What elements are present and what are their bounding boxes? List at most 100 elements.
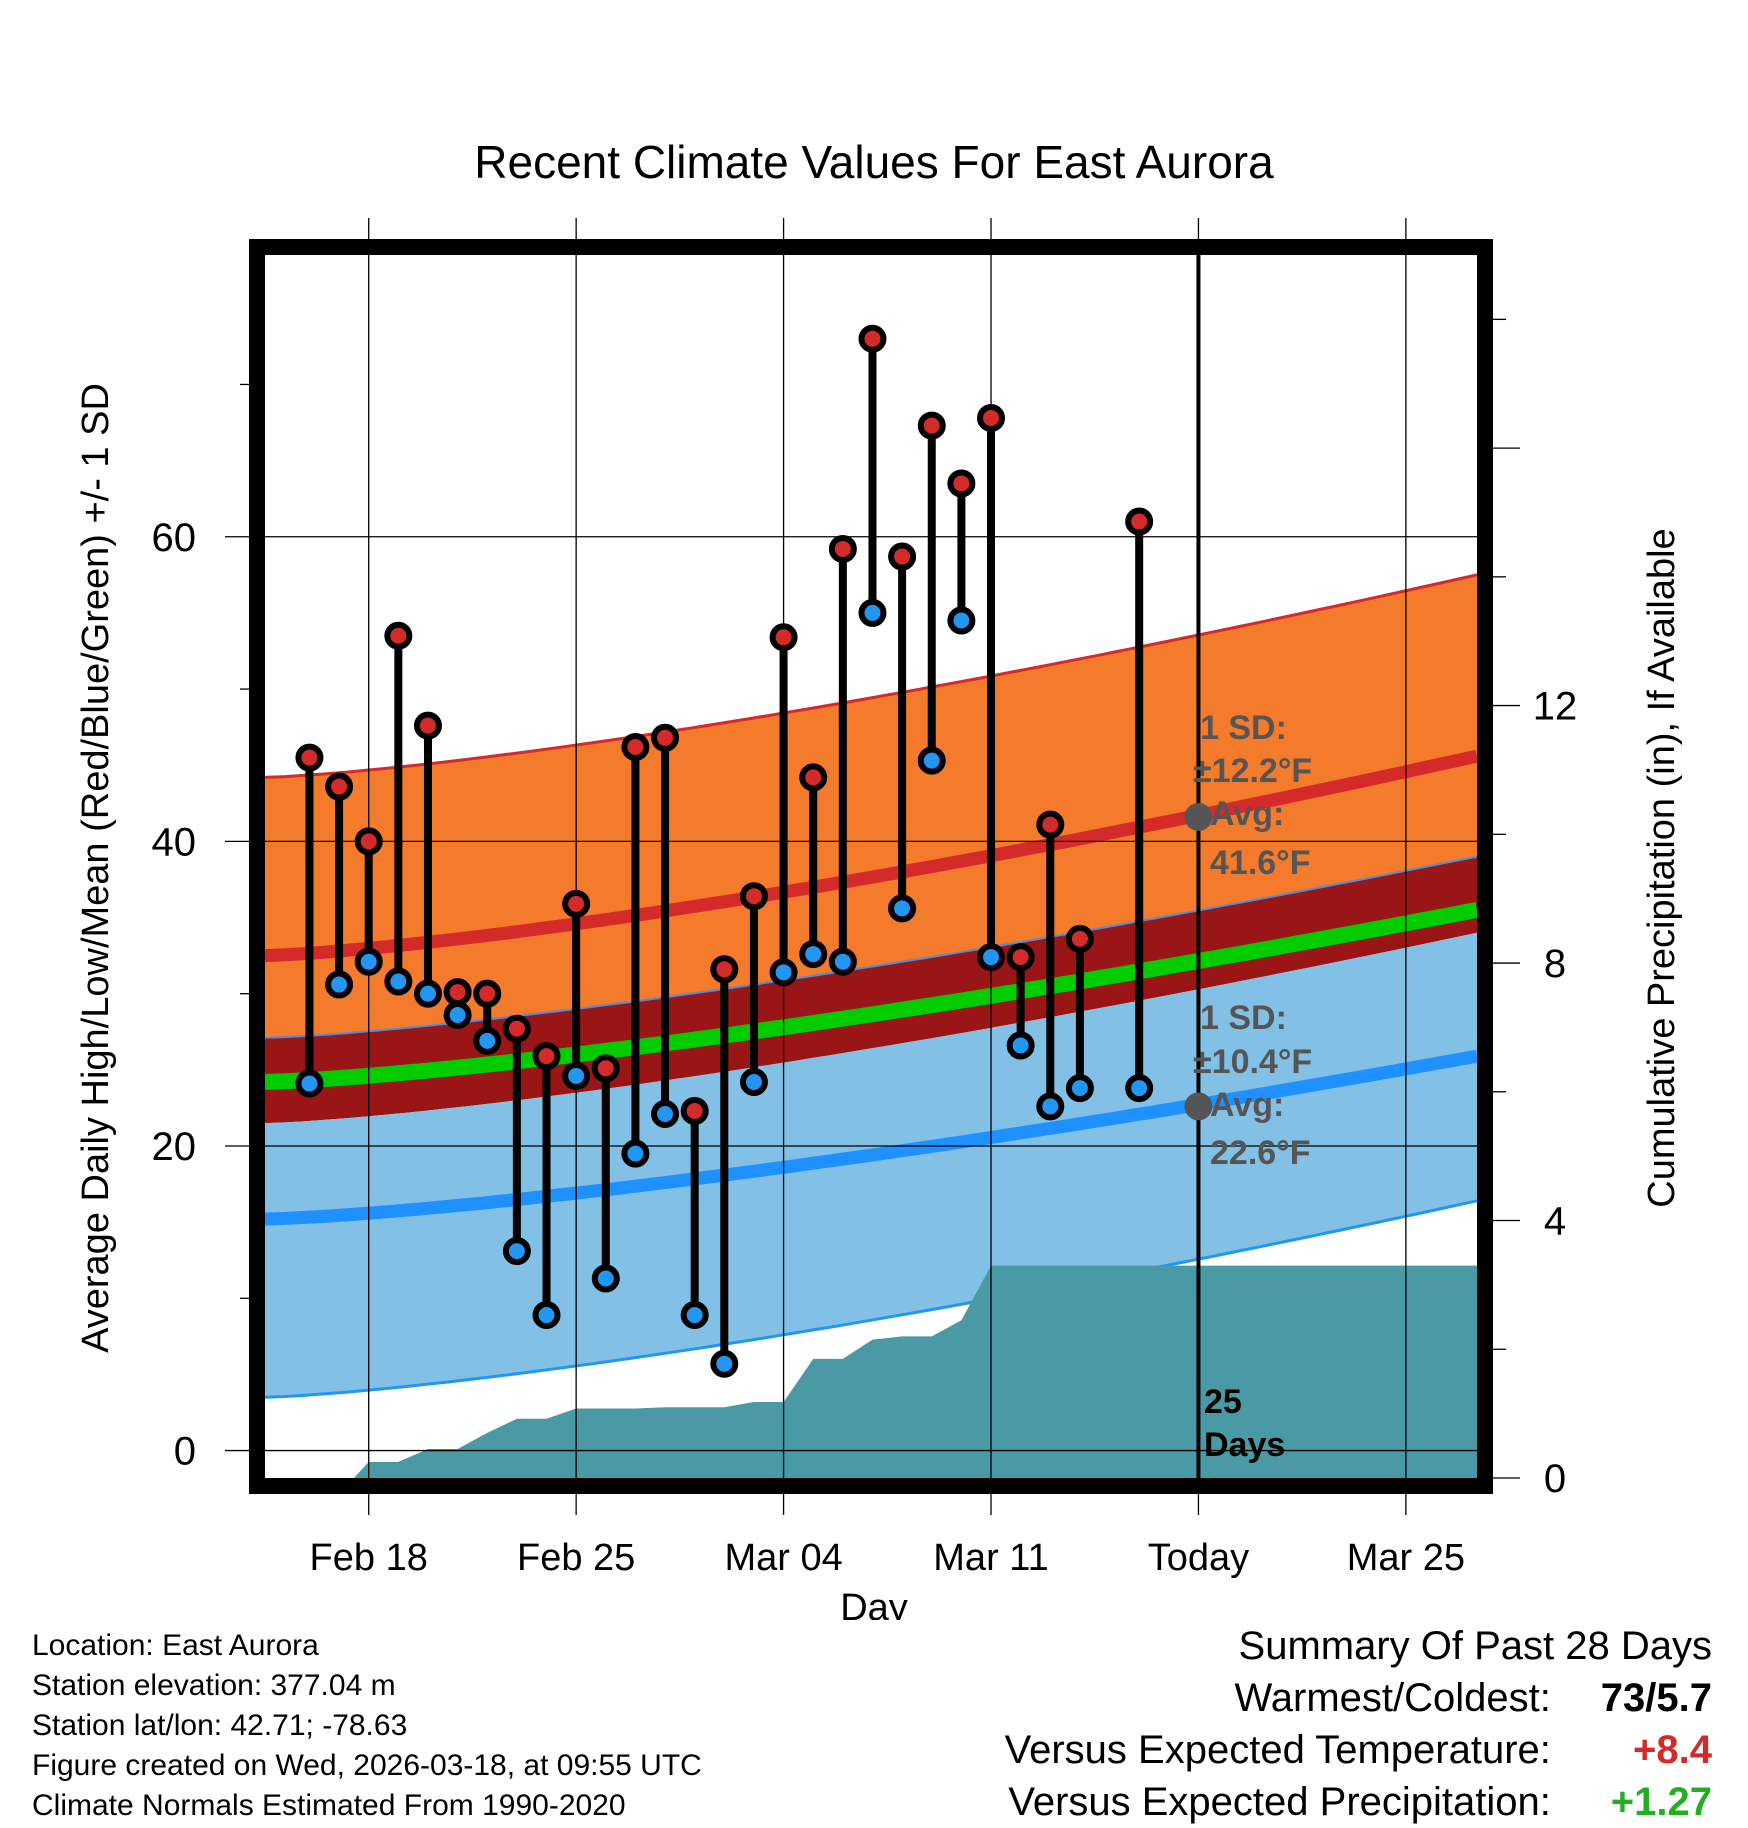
high-point [888,542,917,571]
warmest-value: 73/5.7 [1600,1676,1712,1720]
x-tick-label: Feb 18 [310,1537,428,1579]
high-point [413,711,442,740]
chart-title: Recent Climate Values For East Aurora [474,136,1274,188]
low-point [1036,1092,1065,1121]
high-point [473,979,502,1008]
high-point [621,732,650,761]
low-point [354,947,383,976]
y-right-tick-label: 0 [1544,1457,1566,1501]
high-point [828,534,857,563]
high-point [977,403,1006,432]
y-right-tick-label: 4 [1544,1200,1566,1244]
x-tick-label: Mar 25 [1347,1537,1465,1579]
low-point [413,979,442,1008]
summary-panel: Summary Of Past 28 Days Warmest/Coldest:… [1005,1620,1712,1828]
x-axis-label: Day [840,1587,908,1620]
high-point [325,772,354,801]
low-point [1006,1031,1035,1060]
created-text: Figure created on Wed, 2026-03-18, at 09… [32,1749,702,1782]
high-point [1036,810,1065,839]
low-avg-label: Avg: [1210,1086,1284,1124]
high-point [562,889,591,918]
high-point [1125,507,1154,536]
temp-value: +8.4 [1633,1728,1712,1772]
low-sd-band [265,932,1477,1398]
normals-text: Climate Normals Estimated From 1990-2020 [32,1789,626,1822]
high-point [680,1096,709,1125]
precip-label: Versus Expected Precipitation: [1008,1780,1551,1824]
days-word-label: Days [1204,1426,1285,1464]
high-normal-line [264,749,1479,963]
y-left-tick-label: 40 [152,820,197,864]
latlon-text: Station lat/lon: 42.71; -78.63 [32,1709,408,1742]
warmest-label: Warmest/Coldest: [1234,1676,1551,1720]
low-point [502,1237,531,1266]
low-sd-value: ±10.4°F [1193,1043,1312,1081]
high-point [947,469,976,498]
plot-frame [249,239,1493,1494]
low-point [384,967,413,996]
low-point [799,940,828,969]
y-left-tick-label: 20 [152,1125,197,1169]
low-point [1065,1074,1094,1103]
high-avg-marker [1184,803,1213,832]
low-sd-label: 1 SD: [1200,999,1287,1037]
precip-value: +1.27 [1610,1780,1712,1824]
low-point [621,1139,650,1168]
mean-normal-line [264,902,1479,1090]
station-info: Location: East Aurora Station elevation:… [32,1626,702,1826]
high-point [858,324,887,353]
low-point [977,943,1006,972]
y-axis-left-label: Average Daily High/Low/Mean (Red/Blue/Gr… [75,383,117,1353]
high-point [769,623,798,652]
high-point [1065,924,1094,953]
y-right-tick-label: 8 [1544,942,1566,986]
high-avg-label: Avg: [1210,795,1284,833]
y-axis-right-label: Cumulative Precipitation (in), If Availa… [1641,528,1683,1207]
summary-warmest-row: Warmest/Coldest: 73/5.7 [1005,1672,1713,1724]
high-point [651,723,680,752]
high-point [532,1042,561,1071]
low-point [295,1069,324,1098]
low-point [325,970,354,999]
low-lower-line [264,1199,1478,1399]
x-tick-label: Mar 04 [724,1537,842,1579]
climate-chart: Recent Climate Values For East Aurora Fe… [75,136,1683,1620]
low-point [532,1301,561,1330]
high-point [917,411,946,440]
y-left-tick-label: 60 [152,516,197,560]
low-point [562,1061,591,1090]
days-count-label: 25 [1204,1383,1242,1421]
low-avg-marker [1184,1092,1213,1121]
high-point [354,827,383,856]
low-point [1125,1074,1154,1103]
high-sd-value: ±12.2°F [1193,752,1312,790]
high-point [710,955,739,984]
low-point [591,1264,620,1293]
high-point [739,882,768,911]
low-normal-line [264,1049,1479,1226]
location-text: Location: East Aurora [32,1629,319,1662]
low-point [858,598,887,627]
summary-heading: Summary Of Past 28 Days [1238,1624,1712,1668]
summary-precip-row: Versus Expected Precipitation: +1.27 [1005,1776,1712,1828]
low-point [828,947,857,976]
high-avg-value: 41.6°F [1210,844,1311,882]
low-avg-value: 22.6°F [1210,1134,1311,1172]
y-left-tick-label: 0 [174,1430,196,1474]
high-upper-line [264,573,1478,779]
temp-label: Versus Expected Temperature: [1004,1728,1551,1772]
high-sd-label: 1 SD: [1200,709,1287,747]
low-point [947,606,976,635]
x-tick-label: Mar 11 [933,1537,1048,1579]
y-right-tick-label: 12 [1533,685,1578,729]
low-point [473,1026,502,1055]
x-tick-label: Feb 25 [517,1537,635,1579]
low-point [739,1068,768,1097]
low-point [443,1000,472,1029]
high-point [295,743,324,772]
high-point [384,621,413,650]
high-point [799,763,828,792]
low-point [651,1099,680,1128]
high-point [443,978,472,1007]
